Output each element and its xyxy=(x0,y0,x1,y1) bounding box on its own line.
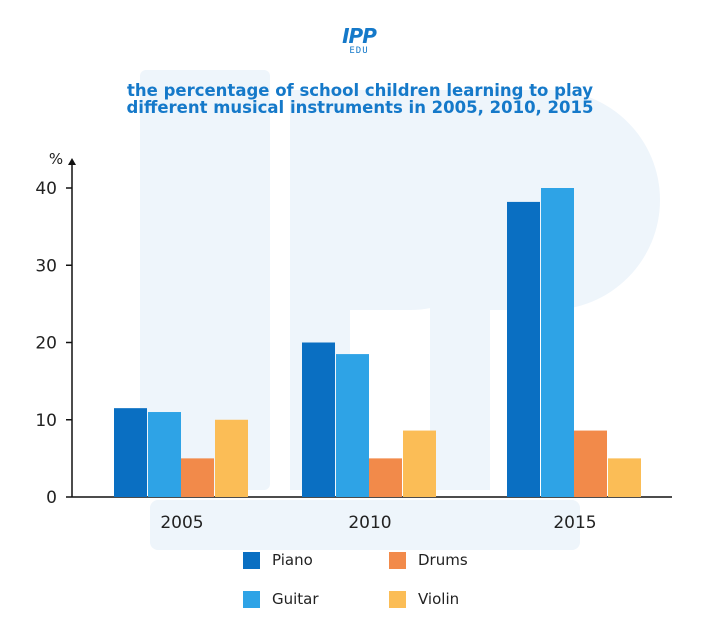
bar-violin-2005 xyxy=(215,419,248,497)
bar-piano-2005 xyxy=(114,408,147,497)
bar-violin-2010 xyxy=(403,430,436,497)
chart-title-line-2: different musical instruments in 2005, 2… xyxy=(126,98,594,117)
y-tick-label: 10 xyxy=(35,411,57,431)
y-tick-label: 40 xyxy=(35,179,57,199)
x-tick-label: 2015 xyxy=(553,513,596,533)
x-tick-label: 2010 xyxy=(348,513,391,533)
y-tick-label: 0 xyxy=(46,488,57,508)
bar-guitar-2005 xyxy=(148,412,181,497)
x-tick-label: 2005 xyxy=(160,513,203,533)
bar-guitar-2010 xyxy=(336,354,369,497)
y-axis-label: % xyxy=(49,150,63,168)
bar-drums-2015 xyxy=(574,430,607,497)
logo-main-text: IPP xyxy=(342,24,377,48)
y-tick-label: 30 xyxy=(35,256,57,276)
y-axis-arrow xyxy=(68,158,76,165)
bar-piano-2015 xyxy=(507,201,540,497)
logo-sub-text: EDU xyxy=(349,46,369,56)
bar-drums-2010 xyxy=(369,458,402,497)
bar-drums-2005 xyxy=(181,458,214,497)
chart-title: the percentage of school children learni… xyxy=(60,82,660,116)
bar-piano-2010 xyxy=(302,342,335,497)
bar-violin-2015 xyxy=(608,458,641,497)
y-tick-label: 20 xyxy=(35,334,57,354)
bar-guitar-2015 xyxy=(541,188,574,497)
ipp-edu-logo: IPP EDU xyxy=(339,26,379,56)
chart-title-line-1: the percentage of school children learni… xyxy=(127,81,593,100)
